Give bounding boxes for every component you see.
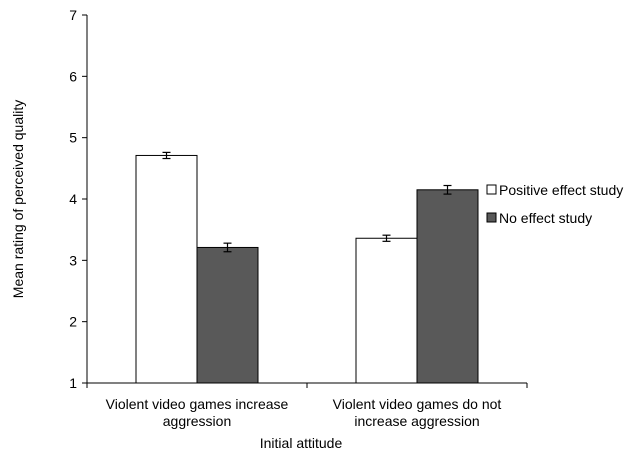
y-tick-label-2: 2 xyxy=(69,314,77,330)
y-tick-label-4: 4 xyxy=(69,191,77,207)
y-axis: 1 2 3 4 5 6 7 xyxy=(69,7,88,391)
x-axis xyxy=(86,382,528,388)
legend-label-positive-effect: Positive effect study xyxy=(499,182,623,198)
legend: Positive effect study No effect study xyxy=(486,182,623,226)
legend-swatch-positive-effect xyxy=(486,184,497,195)
bar-series-1-category-0 xyxy=(196,246,259,384)
category-label-0-line-1: aggression xyxy=(163,413,232,429)
y-tick-label-1: 1 xyxy=(69,375,77,391)
legend-swatch-no-effect xyxy=(486,212,497,223)
y-axis-title: Mean rating of perceived quality xyxy=(10,100,26,298)
x-axis-title: Initial attitude xyxy=(260,435,343,451)
category-label-1-line-0: Violent video games do not xyxy=(333,396,502,412)
category-label-1-line-1: increase aggression xyxy=(354,413,479,429)
bar-series-0-category-0 xyxy=(135,154,198,384)
y-tick-label-6: 6 xyxy=(69,68,77,84)
bar-series-0-category-1 xyxy=(355,237,418,384)
bar-series-1-category-1 xyxy=(416,189,479,384)
category-label-0-line-0: Violent video games increase xyxy=(106,396,289,412)
bars-group xyxy=(135,151,479,384)
y-tick-label-5: 5 xyxy=(69,130,77,146)
y-tick-label-7: 7 xyxy=(69,7,77,23)
legend-label-no-effect: No effect study xyxy=(499,210,592,226)
y-tick-label-3: 3 xyxy=(69,252,77,268)
